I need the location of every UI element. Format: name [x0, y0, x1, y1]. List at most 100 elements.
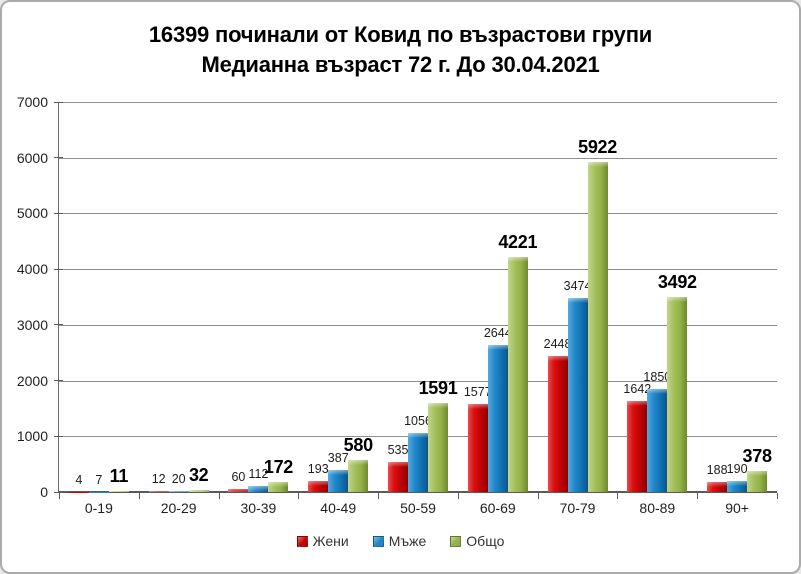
bar-slot-Жени-30-39: 60 [228, 102, 249, 492]
bar-value-label-Общо-80-89: 3492 [657, 272, 697, 293]
bar-Жени-80-89 [627, 400, 648, 492]
bar-slot-Мъже-30-39: 112 [248, 102, 269, 492]
bar-Мъже-40-49 [328, 470, 349, 492]
bar-slot-Общо-90+: 378 [743, 102, 772, 492]
bar-Общо-20-29 [188, 490, 209, 492]
bar-Мъже-60-69 [487, 344, 508, 492]
bar-slot-Общо-30-39: 172 [264, 102, 293, 492]
bar-Жени-20-29 [148, 491, 169, 492]
bar-Мъже-30-39 [248, 485, 269, 492]
x-axis-label-20-29: 20-29 [160, 500, 197, 516]
bar-value-label-Жени-80-89: 1642 [623, 381, 652, 396]
y-tick-1000 [54, 435, 63, 437]
legend-item-Мъже: Мъже [372, 533, 426, 549]
y-axis-label-6000: 6000 [16, 149, 48, 166]
bar-slot-Мъже-0-19: 7 [88, 102, 109, 492]
y-axis-label-1000: 1000 [16, 428, 48, 445]
bar-value-label-Жени-50-59: 535 [387, 443, 409, 458]
bar-value-label-Жени-40-49: 193 [307, 462, 329, 477]
y-tick-3000 [54, 324, 63, 326]
x-axis-label-90+: 90+ [725, 500, 749, 516]
x-axis-label-50-59: 50-59 [400, 500, 436, 516]
bar-slot-Мъже-70-79: 3474 [564, 102, 591, 492]
x-axis-label-30-39: 30-39 [240, 500, 277, 516]
bar-value-label-Мъже-20-29: 20 [171, 471, 186, 486]
legend-swatch-Общо [450, 535, 462, 547]
bar-slot-Мъже-60-69: 2644 [484, 102, 512, 492]
bar-value-label-Общо-50-59: 1591 [418, 378, 458, 399]
bar-value-label-Жени-90+: 188 [706, 462, 728, 477]
y-axis-label-5000: 5000 [16, 205, 48, 222]
bar-slot-Жени-50-59: 535 [388, 102, 408, 492]
x-axis-label-0-19: 0-19 [84, 500, 113, 516]
x-tick-1 [138, 493, 140, 499]
bar-value-label-Общо-40-49: 580 [343, 434, 373, 455]
gridline-7000 [59, 102, 777, 103]
bar-Жени-70-79 [547, 355, 568, 492]
bar-Общо-70-79 [587, 162, 608, 492]
x-tick-2 [218, 493, 220, 499]
legend-swatch-Мъже [372, 535, 384, 547]
bar-slot-Мъже-50-59: 1056 [404, 102, 432, 492]
legend: Жени Мъже Общо [2, 533, 799, 549]
chart-title-line1: 16399 починали от Ковид по възрастови гр… [148, 22, 653, 47]
y-tick-6000 [54, 157, 63, 159]
bar-slot-Жени-40-49: 193 [307, 102, 329, 492]
bar-Жени-50-59 [388, 462, 408, 492]
x-tick-9 [777, 493, 778, 499]
y-axis-label-3000: 3000 [16, 316, 48, 333]
bar-slot-Мъже-80-89: 1850 [643, 102, 671, 492]
bar-slot-Мъже-90+: 190 [726, 102, 748, 492]
bar-value-label-Мъже-60-69: 2644 [483, 325, 512, 340]
bar-value-label-Жени-60-69: 1577 [463, 385, 492, 400]
plot-area: 4 7 11 12 20 32 60 112 172 193 387 580 535 1056 1591 15… [54, 101, 778, 499]
y-tick-7000 [54, 101, 63, 103]
bar-slot-Общо-0-19: 11 [108, 102, 129, 492]
bar-slot-Общо-50-59: 1591 [419, 102, 458, 492]
bar-slot-Жени-80-89: 1642 [623, 102, 651, 492]
chart-title-line2: Медианна възраст 72 г. До 30.04.2021 [201, 52, 600, 77]
x-axis-label-40-49: 40-49 [320, 500, 357, 516]
bar-slot-Жени-20-29: 12 [148, 102, 169, 492]
bar-slot-Общо-40-49: 580 [344, 102, 373, 492]
legend-label-Жени: Жени [312, 533, 349, 549]
bar-Общо-90+ [747, 470, 768, 492]
y-tick-4000 [54, 268, 63, 270]
bar-slot-Жени-70-79: 2448 [544, 102, 571, 492]
bar-Мъже-70-79 [567, 298, 588, 492]
legend-item-Жени: Жени [296, 533, 349, 549]
bar-Мъже-90+ [727, 481, 748, 492]
bar-slot-Жени-90+: 188 [706, 102, 728, 492]
bar-Общо-80-89 [667, 297, 688, 492]
x-tick-8 [697, 493, 699, 499]
bar-Общо-40-49 [348, 459, 369, 492]
bar-slot-Мъже-20-29: 20 [168, 102, 189, 492]
y-tick-0 [54, 491, 63, 493]
y-axis-label-0: 0 [40, 484, 48, 500]
bar-slot-Жени-0-19: 4 [68, 102, 89, 492]
bar-slot-Общо-20-29: 32 [188, 102, 209, 492]
bar-Общо-60-69 [507, 256, 528, 492]
y-axis-label-2000: 2000 [16, 372, 48, 389]
bar-slot-Общо-80-89: 3492 [658, 102, 697, 492]
x-axis: 0-19 20-29 30-39 40-49 50-59 60-69 70-79 80-89 9… [59, 500, 777, 520]
bar-value-label-Мъже-40-49: 387 [327, 451, 349, 466]
bar-slot-Общо-60-69: 4221 [498, 102, 537, 492]
bar-value-label-Общо-20-29: 32 [188, 465, 209, 486]
y-axis-line [58, 102, 59, 492]
bar-value-label-Мъже-30-39: 112 [248, 466, 269, 481]
gridline-5000 [59, 213, 777, 215]
bar-Мъже-50-59 [408, 433, 428, 492]
x-tick-5 [457, 493, 459, 499]
bar-value-label-Мъже-90+: 190 [726, 462, 748, 477]
bar-Жени-60-69 [467, 404, 488, 492]
x-tick-3 [298, 493, 300, 499]
bar-Мъже-80-89 [647, 388, 668, 492]
x-tick-0 [59, 493, 60, 499]
bar-value-label-Жени-70-79: 2448 [543, 336, 572, 351]
bar-slot-Мъже-40-49: 387 [327, 102, 349, 492]
x-tick-4 [378, 493, 380, 499]
y-axis-label-7000: 7000 [16, 94, 48, 110]
bar-Общо-0-19 [108, 491, 129, 492]
x-axis-line [59, 491, 777, 493]
